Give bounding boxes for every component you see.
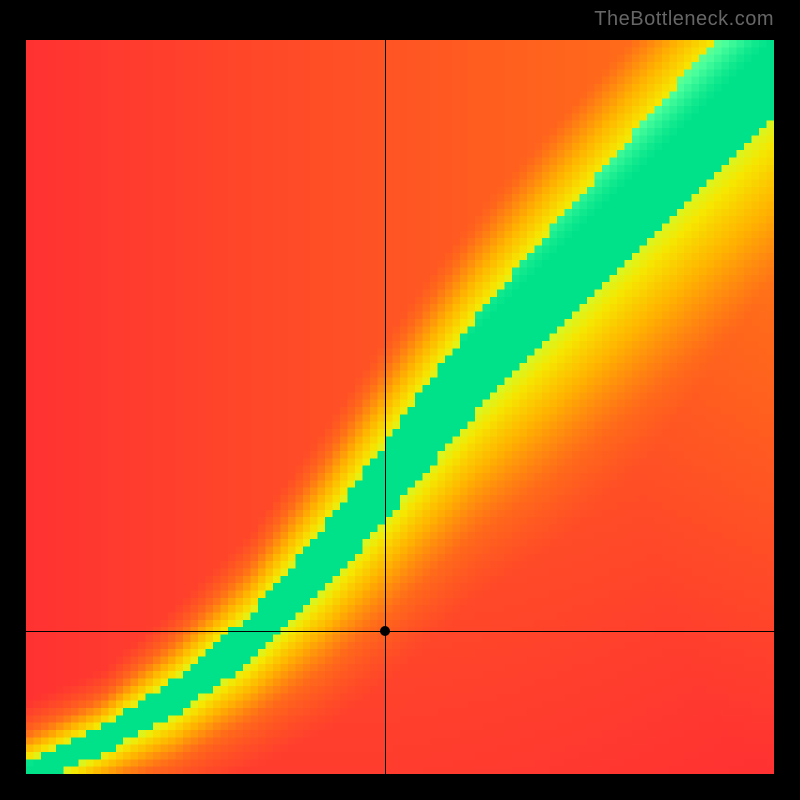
crosshair-point: [380, 626, 390, 636]
crosshair-vertical-line: [385, 40, 386, 774]
crosshair-horizontal-line: [26, 631, 774, 632]
plot-area: [26, 40, 774, 774]
watermark-text: TheBottleneck.com: [594, 8, 774, 31]
heatmap-canvas: [26, 40, 774, 774]
